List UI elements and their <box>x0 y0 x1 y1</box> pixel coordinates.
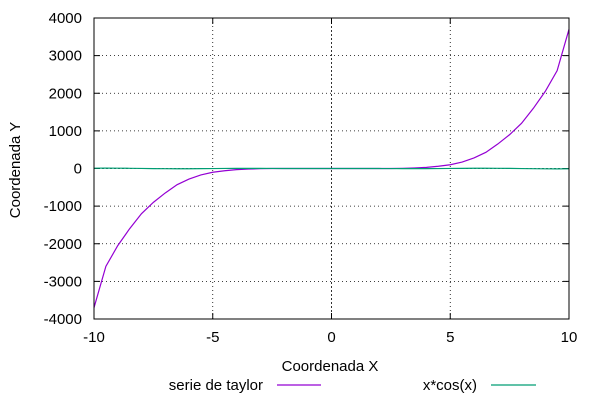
y-tick-label: 1000 <box>49 123 82 140</box>
x-tick-label: 0 <box>327 329 335 346</box>
y-tick-label: 4000 <box>49 10 82 27</box>
y-axis-label: Coordenada Y <box>7 122 24 218</box>
series-group <box>93 29 570 308</box>
x-tick-label: 5 <box>446 329 454 346</box>
y-tick-label: -3000 <box>44 273 82 290</box>
x-tick-label: -5 <box>206 329 219 346</box>
y-tick-label: 2000 <box>49 85 82 102</box>
x-axis-label: Coordenada X <box>282 358 379 375</box>
legend: serie de taylor x*cos(x) <box>169 377 536 394</box>
y-tick-label: -2000 <box>44 236 82 253</box>
y-tick-label: -1000 <box>44 198 82 215</box>
legend-label-2: x*cos(x) <box>423 377 477 394</box>
x-tick-label: -10 <box>83 329 105 346</box>
legend-label-1: serie de taylor <box>169 377 263 394</box>
plot-frame <box>93 17 570 320</box>
axis-ticks: -10 -5 0 5 10 -4000 -3000 -2000 -1000 0 1000 2000 30… <box>44 10 578 346</box>
y-tick-label: -4000 <box>44 311 82 328</box>
x-tick-label: 10 <box>561 329 578 346</box>
y-tick-label: 3000 <box>49 48 82 65</box>
series-line-2 <box>93 167 570 170</box>
y-tick-label: 0 <box>74 161 82 178</box>
